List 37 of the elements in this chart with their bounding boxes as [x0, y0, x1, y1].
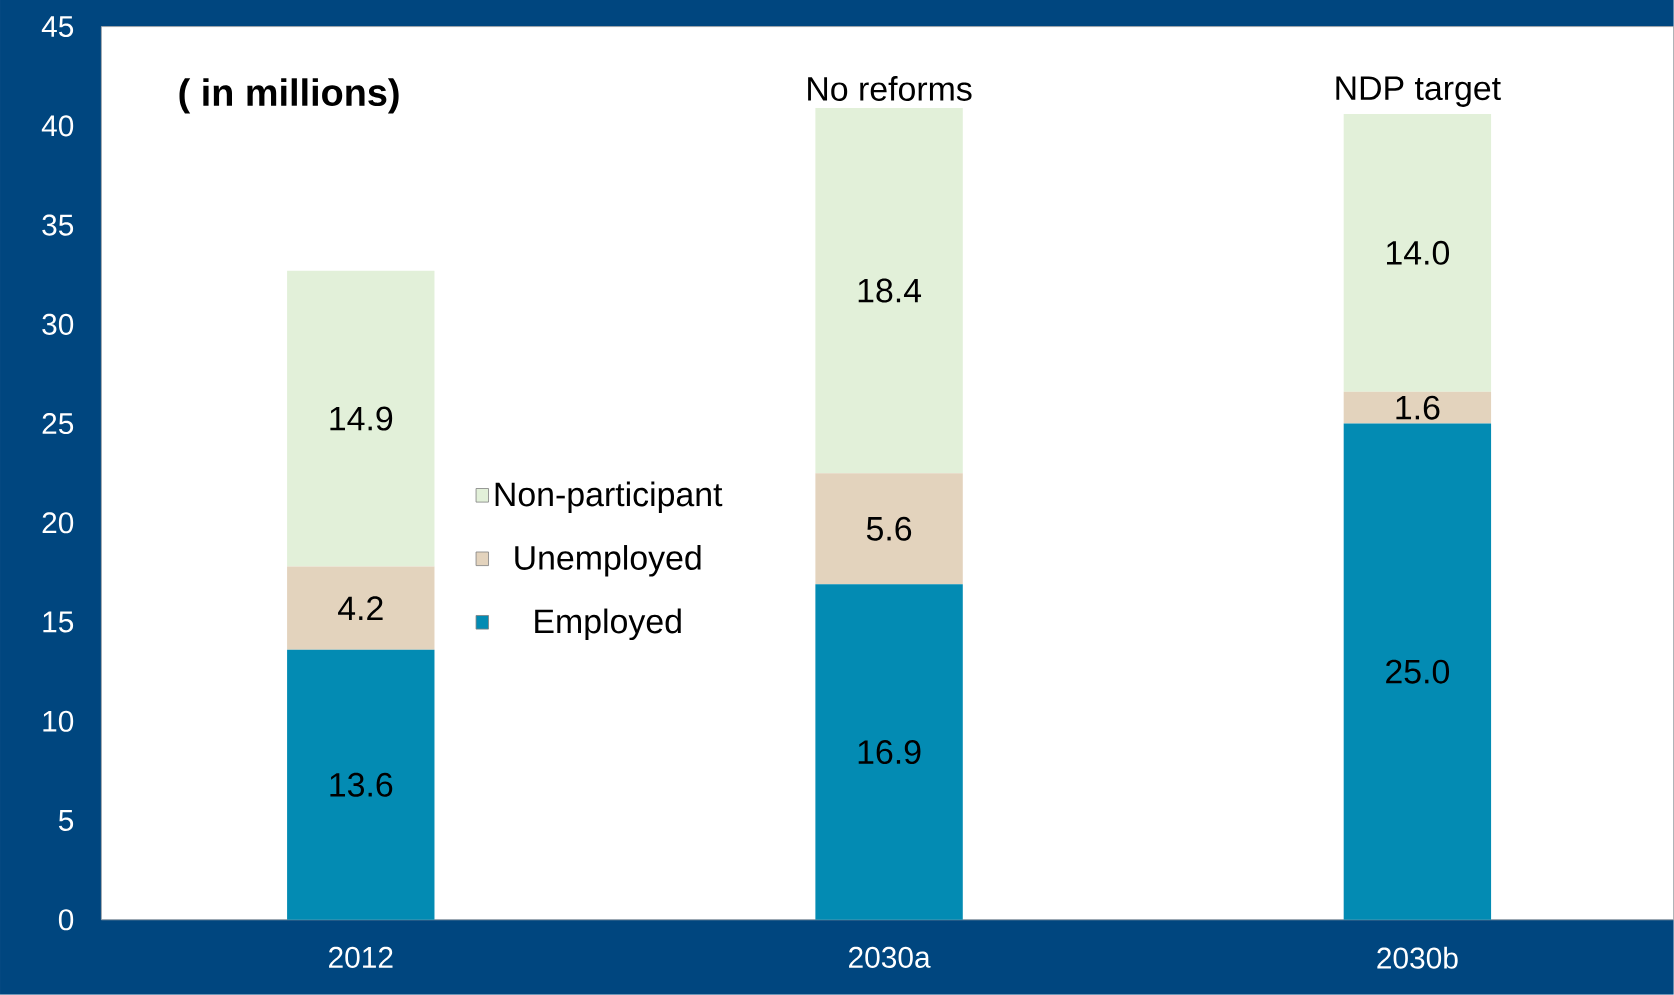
bar — [287, 566, 435, 650]
data-label: 16.9 — [858, 740, 921, 765]
data-label: 4.2 — [338, 596, 383, 621]
x-tick-label: 2030a — [849, 946, 931, 969]
y-tick-label: 45 — [41, 16, 74, 38]
y-tick-label: 25 — [42, 413, 74, 435]
bar — [287, 649, 435, 920]
y-tick-label: 5 — [58, 810, 74, 832]
data-label: 18.4 — [858, 278, 922, 303]
data-label: 14.0 — [1387, 240, 1450, 265]
bar — [815, 584, 963, 920]
legend-label: Unemployed — [515, 545, 701, 577]
y-tick-label: 40 — [41, 115, 74, 137]
legend-label: Employed — [535, 608, 681, 641]
data-label: 5.6 — [866, 516, 912, 541]
y-tick-label: 0 — [58, 909, 74, 931]
y-tick-label: 20 — [42, 512, 74, 534]
data-label: 25.0 — [1386, 659, 1450, 684]
annotation: ( in millions) — [179, 78, 399, 114]
data-label: 13.6 — [330, 772, 393, 797]
bar — [287, 270, 435, 567]
bar — [1343, 423, 1492, 920]
y-tick-label: 15 — [43, 611, 74, 633]
annotation: No reforms — [808, 76, 972, 102]
x-tick-label: 2030b — [1377, 946, 1458, 969]
data-label: 14.9 — [330, 406, 393, 431]
bar — [815, 108, 963, 474]
bar — [815, 473, 963, 585]
y-tick-label: 35 — [42, 214, 74, 236]
bar — [1343, 114, 1492, 392]
bar — [1343, 391, 1492, 424]
data-label: 1.6 — [1396, 395, 1440, 420]
annotation: NDP target — [1336, 76, 1501, 108]
y-tick-label: 30 — [42, 313, 74, 336]
legend-label: Non-participant — [495, 481, 723, 514]
x-tick-label: 2012 — [329, 946, 393, 969]
y-tick-label: 10 — [43, 710, 74, 732]
